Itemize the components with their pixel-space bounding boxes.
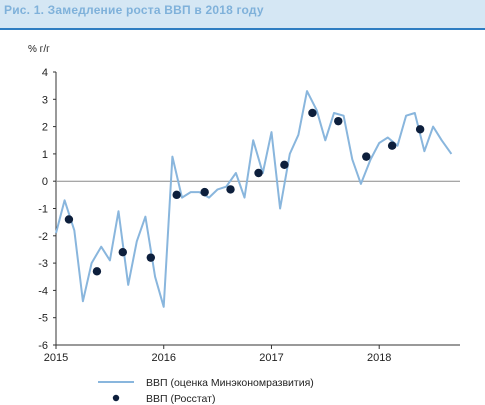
y-tick-label: -6 [38,340,48,352]
y-tick-label: -4 [38,285,48,297]
series-point-rosstat [334,116,343,126]
y-tick-label: -2 [38,231,48,243]
series-point-rosstat [280,160,289,170]
y-tick-label: 1 [42,149,48,161]
series-point-rosstat [308,108,317,118]
series-point-rosstat [92,267,102,276]
y-tick-label: 0 [42,176,48,188]
series-point-rosstat [200,187,209,197]
series-point-rosstat [146,253,156,262]
y-tick-label: -5 [38,313,48,325]
x-tick-label: 2015 [44,352,68,364]
series-point-rosstat [254,168,263,178]
y-tick-label: -3 [38,258,48,270]
series-point-rosstat [387,141,397,150]
legend-dot-swatch [112,394,120,402]
series-point-rosstat [415,125,425,134]
series-point-rosstat [118,247,127,257]
legend-label-minek: ВВП (оценка Минэкономразвития) [146,377,314,389]
series-point-rosstat [226,185,235,194]
chart-title: Рис. 1. Замедление роста ВВП в 2018 году [4,3,264,17]
legend-label-rosstat: ВВП (Росстат) [146,393,215,405]
title-band: Рис. 1. Замедление роста ВВП в 2018 году [0,0,485,28]
series-line-minek [55,90,453,308]
series-point-rosstat [362,152,371,161]
y-axis-label: % г/г [28,44,50,55]
y-tick-label: -1 [38,204,48,216]
series-point-rosstat [172,190,181,200]
title-divider [0,28,485,30]
y-tick-label: 2 [42,122,48,134]
x-tick-label: 2017 [259,352,283,364]
x-tick-label: 2018 [367,352,391,364]
series-point-rosstat [64,215,74,224]
x-tick-label: 2016 [151,352,175,364]
y-tick-label: 3 [42,94,48,106]
y-tick-label: 4 [42,67,48,79]
